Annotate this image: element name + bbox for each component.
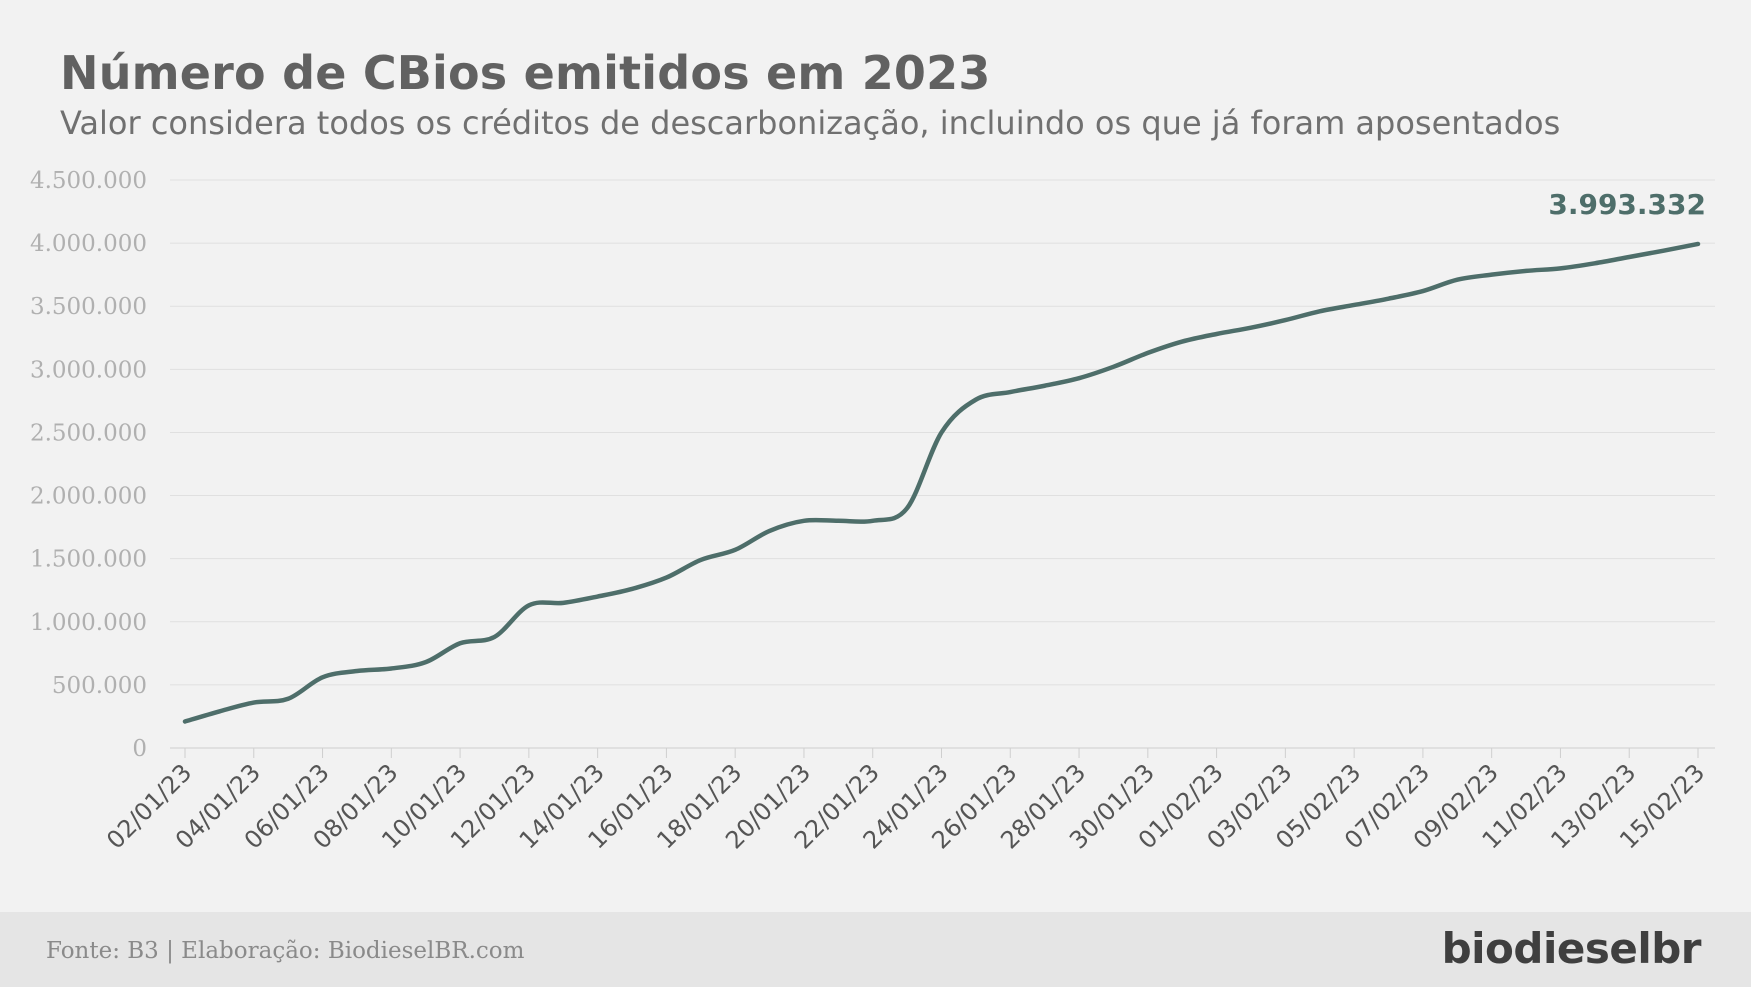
gridlines: [170, 179, 1715, 749]
y-tick-label: 4.500.000: [30, 168, 147, 194]
y-axis: 0 500.000 1.000.000 1.500.000 2.000.000 2.500…: [30, 168, 147, 762]
series-line: [182, 241, 1701, 724]
y-tick-label: 1.500.000: [30, 547, 147, 573]
y-tick-label: 2.500.000: [30, 420, 147, 446]
y-tick-label: 1.000.000: [30, 610, 147, 636]
brand-logo: biodieselbr: [1441, 924, 1702, 973]
annotations: 3.993.332: [1548, 188, 1706, 221]
y-tick-label: 0: [132, 736, 147, 762]
source-note: Fonte: B3 | Elaboração: BiodieselBR.com: [46, 938, 525, 964]
line-chart: 0 500.000 1.000.000 1.500.000 2.000.000 2.500…: [30, 168, 1715, 854]
y-tick-label: 4.000.000: [30, 231, 147, 257]
y-tick-label: 3.000.000: [30, 357, 147, 383]
y-tick-label: 3.500.000: [30, 294, 147, 320]
data-label: 3.993.332: [1548, 188, 1706, 221]
footer: Fonte: B3 | Elaboração: BiodieselBR.com …: [0, 912, 1751, 987]
y-tick-label: 2.000.000: [30, 484, 147, 510]
chart-title: Número de CBios emitidos em 2023: [60, 46, 991, 100]
x-axis: 02/01/2304/01/2306/01/2308/01/2310/01/23…: [101, 748, 1710, 854]
chart-subtitle: Valor considera todos os créditos de des…: [60, 104, 1561, 142]
series-group: [182, 241, 1701, 724]
y-tick-label: 500.000: [52, 673, 147, 699]
